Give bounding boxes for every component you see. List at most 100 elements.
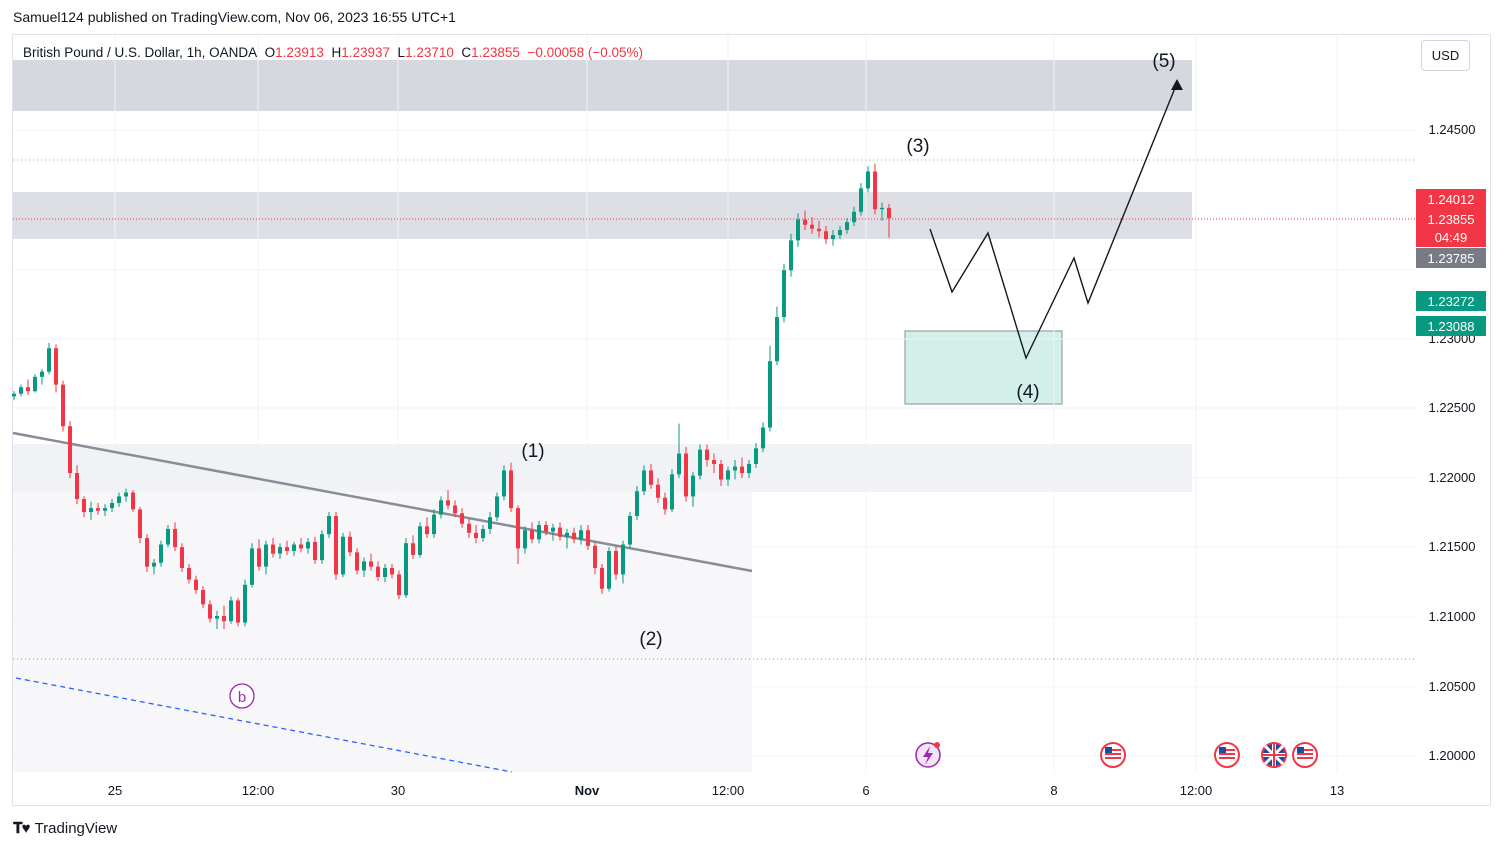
candle-body bbox=[530, 530, 534, 540]
low-label: L bbox=[397, 45, 406, 60]
low-value: 1.23710 bbox=[405, 45, 454, 60]
candle-body bbox=[19, 387, 23, 394]
candle-body bbox=[103, 508, 107, 511]
wave-label-3: (3) bbox=[906, 136, 929, 157]
candle-body bbox=[327, 515, 331, 535]
candle-body bbox=[768, 361, 772, 428]
candle-body bbox=[677, 453, 681, 475]
candle-body bbox=[845, 222, 849, 230]
candle-body bbox=[404, 543, 408, 596]
candle-body bbox=[502, 470, 506, 497]
zones bbox=[13, 60, 1192, 772]
wave-b-label: b bbox=[238, 689, 246, 706]
candle-body bbox=[859, 188, 863, 212]
candle-body bbox=[12, 393, 16, 397]
candle-body bbox=[733, 466, 737, 471]
candle-body bbox=[271, 544, 275, 554]
price-badge-bg bbox=[1416, 248, 1486, 268]
candle-body bbox=[726, 470, 730, 480]
candle-body bbox=[558, 527, 562, 537]
candle-body bbox=[152, 562, 156, 567]
candle-body bbox=[537, 525, 541, 540]
candle-body bbox=[33, 376, 37, 392]
high-value: 1.23937 bbox=[341, 45, 391, 60]
candle-body bbox=[761, 427, 765, 449]
candle-body bbox=[817, 228, 821, 232]
price-badge: 04:49 bbox=[1435, 230, 1468, 245]
candle-body bbox=[117, 496, 121, 503]
time-tick-label: 25 bbox=[108, 783, 122, 798]
candle-body bbox=[642, 470, 646, 492]
footer-brand[interactable]: 𝐓♥ TradingView bbox=[13, 820, 117, 837]
resistance-zone-top bbox=[13, 60, 1192, 111]
candle-body bbox=[187, 567, 191, 580]
candle-body bbox=[565, 532, 569, 537]
candle-body bbox=[299, 544, 303, 549]
candle-body bbox=[208, 604, 212, 619]
symbol-name: British Pound / U.S. Dollar, 1h, OANDA bbox=[23, 45, 258, 60]
candle-body bbox=[215, 616, 219, 619]
change-value: −0.00058 (−0.05%) bbox=[527, 45, 644, 60]
chart-frame bbox=[12, 34, 1491, 806]
lightning-event-icon bbox=[915, 742, 941, 768]
candle-body bbox=[89, 508, 93, 513]
candle-body bbox=[243, 584, 247, 623]
candle-body bbox=[110, 502, 114, 509]
currency-button[interactable]: USD bbox=[1421, 40, 1470, 71]
candle-body bbox=[383, 567, 387, 578]
candle-body bbox=[376, 566, 380, 578]
candle-body bbox=[397, 574, 401, 596]
wave-label-1: (1) bbox=[521, 441, 544, 462]
candle-body bbox=[334, 515, 338, 575]
symbol-legend[interactable]: British Pound / U.S. Dollar, 1h, OANDA O… bbox=[23, 45, 643, 60]
candle-body bbox=[495, 496, 499, 518]
candle-body bbox=[880, 207, 884, 210]
resistance-zone-mid bbox=[13, 192, 1192, 239]
candle-body bbox=[481, 528, 485, 539]
wave-label-4: (4) bbox=[1016, 382, 1039, 403]
price-tick-label: 1.21500 bbox=[1429, 539, 1476, 554]
candle-body bbox=[47, 348, 51, 372]
uk-flag-icon bbox=[1261, 742, 1287, 768]
candle-body bbox=[348, 536, 352, 553]
candle-body bbox=[229, 600, 233, 622]
us-flag-icon bbox=[1100, 742, 1126, 768]
candle-body bbox=[250, 548, 254, 585]
wave-labels: (1) (2) (3) (4) (5) bbox=[521, 51, 1175, 650]
candle-body bbox=[544, 525, 548, 532]
candle-body bbox=[418, 526, 422, 555]
wave-b-marker: b bbox=[229, 683, 255, 709]
candle-body bbox=[201, 590, 205, 605]
candles bbox=[12, 163, 891, 630]
candle-body bbox=[516, 508, 520, 549]
candle-body bbox=[712, 460, 716, 464]
candle-body bbox=[831, 235, 835, 240]
candle-body bbox=[579, 530, 583, 540]
candle-body bbox=[775, 317, 779, 362]
price-badges: 1.24012 1.23855 04:49 1.23785 1.23272 1.23088 bbox=[1416, 189, 1486, 336]
candle-body bbox=[369, 561, 373, 567]
candle-body bbox=[866, 171, 870, 189]
candle-body bbox=[439, 500, 443, 515]
candle-body bbox=[180, 547, 184, 568]
price-tick-label: 1.24500 bbox=[1429, 122, 1476, 137]
close-value: 1.23855 bbox=[471, 45, 520, 60]
candle-body bbox=[691, 475, 695, 497]
candle-body bbox=[852, 211, 856, 223]
candle-body bbox=[747, 463, 751, 474]
candle-body bbox=[411, 543, 415, 555]
wave-label-5: (5) bbox=[1152, 51, 1175, 72]
footer-brand-text: TradingView bbox=[34, 820, 118, 837]
candle-body bbox=[740, 466, 744, 474]
candle-body bbox=[824, 231, 828, 240]
candle-body bbox=[467, 523, 471, 533]
candle-body bbox=[453, 505, 457, 514]
candle-body bbox=[68, 426, 72, 474]
candle-body bbox=[593, 545, 597, 568]
candle-body bbox=[82, 499, 86, 513]
us-flag-icon bbox=[1292, 742, 1318, 768]
candle-body bbox=[54, 348, 58, 385]
candle-body bbox=[124, 492, 128, 497]
candle-body bbox=[635, 491, 639, 516]
